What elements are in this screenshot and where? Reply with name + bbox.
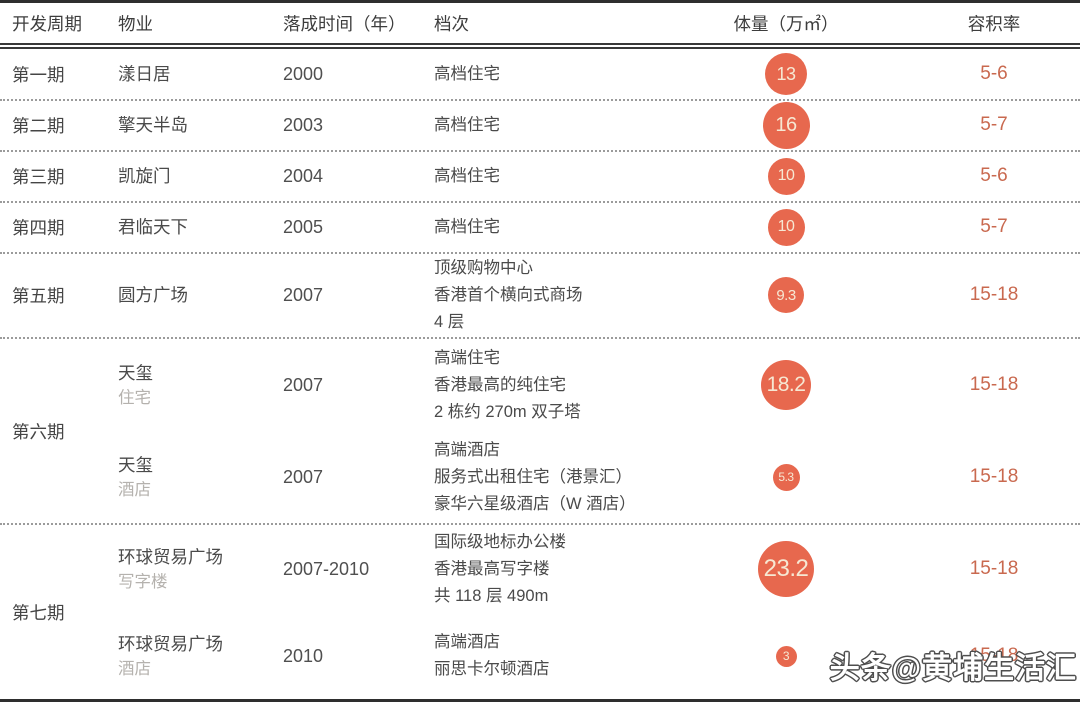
completion-year: 2007	[283, 284, 324, 305]
grade-line: 高端住宅	[434, 348, 500, 367]
plot-ratio: 15-18	[969, 645, 1019, 667]
header-double-rule	[0, 43, 1080, 50]
table-header-row: 开发周期 物业 落成时间（年） 档次 体量（万㎡） 容积率	[0, 3, 1080, 43]
volume-bubble: 9.3	[768, 277, 804, 314]
volume-bubble: 10	[767, 157, 805, 195]
plot-ratio: 5-6	[980, 63, 1008, 84]
volume-bubble: 3	[775, 645, 797, 667]
phase-label: 第五期	[12, 285, 65, 306]
phase-group: 第六期 天玺 住宅 2007 高端住宅 香港最高的纯住宅 2 栋约 270m 双…	[0, 339, 1080, 526]
header-property: 物业	[118, 13, 153, 34]
plot-ratio: 15-18	[969, 284, 1019, 306]
grade-line: 香港最高写字楼	[434, 559, 550, 578]
completion-year: 2007-2010	[283, 558, 370, 579]
property-name: 漾日居	[118, 64, 171, 84]
property-name: 天玺	[118, 455, 153, 476]
phase-label: 第四期	[12, 217, 65, 238]
header-ratio: 容积率	[967, 13, 1021, 34]
grade-line: 4 层	[434, 312, 465, 331]
grade-line: 高档住宅	[434, 166, 500, 185]
volume-bubble: 5.3	[772, 463, 800, 491]
grade-line: 2 栋约 270m 双子塔	[434, 402, 581, 421]
volume-bubble: 18.2	[761, 360, 811, 411]
plot-ratio: 5-7	[980, 216, 1008, 238]
property-sub-label: 酒店	[118, 481, 151, 500]
watermark-badge: 头条@黄埔生活汇	[829, 652, 1077, 685]
grade-line: 共 118 层 490m	[434, 586, 549, 605]
grade-line: 香港最高的纯住宅	[434, 375, 566, 394]
grade-line: 服务式出租住宅（港景汇）	[434, 467, 632, 486]
property-name: 擎天半岛	[118, 115, 188, 136]
plot-ratio: 15-18	[969, 374, 1019, 396]
completion-year: 2000	[283, 63, 324, 84]
grade-line: 顶级购物中心	[434, 258, 533, 277]
grade-line: 高档住宅	[434, 217, 500, 236]
plot-ratio: 5-6	[980, 165, 1008, 187]
property-sub-label: 住宅	[118, 389, 151, 408]
table-row: 天玺 住宅 2007 高端住宅 香港最高的纯住宅 2 栋约 270m 双子塔 1…	[118, 339, 1080, 431]
header-grade: 档次	[434, 13, 469, 34]
property-name: 环球贸易广场	[118, 547, 223, 568]
plot-ratio: 5-7	[980, 114, 1008, 136]
table-row: 第五期 圆方广场 2007 顶级购物中心 香港首个横向式商场 4 层 9.3 1…	[0, 254, 1080, 340]
volume-bubble: 10	[767, 208, 805, 246]
phase-label: 第六期	[12, 421, 65, 442]
grade-line: 高档住宅	[434, 64, 500, 83]
property-name: 君临天下	[118, 217, 188, 238]
grade-line: 高端酒店	[434, 440, 500, 459]
table-bottom-rule	[0, 699, 1080, 702]
completion-year: 2007	[283, 374, 324, 395]
table-row: 环球贸易广场 写字楼 2007-2010 国际级地标办公楼 香港最高写字楼 共 …	[118, 525, 1080, 613]
property-name: 天玺	[118, 363, 153, 384]
property-name: 环球贸易广场	[118, 634, 223, 655]
grade-line: 豪华六星级酒店（W 酒店）	[434, 494, 636, 513]
completion-year: 2005	[283, 216, 324, 237]
table-row: 第四期 君临天下 2005 高档住宅 10 5-7	[0, 203, 1080, 254]
volume-bubble: 13	[765, 53, 807, 95]
grade-line: 丽思卡尔顿酒店	[434, 660, 550, 679]
header-volume: 体量（万㎡）	[733, 13, 839, 34]
volume-bubble: 23.2	[758, 541, 814, 598]
phase-group: 第七期 环球贸易广场 写字楼 2007-2010 国际级地标办公楼 香港最高写字…	[0, 525, 1080, 699]
table-row: 天玺 酒店 2007 高端酒店 服务式出租住宅（港景汇） 豪华六星级酒店（W 酒…	[118, 431, 1080, 523]
property-name: 凯旋门	[118, 166, 171, 187]
table-row: 第二期 擎天半岛 2003 高档住宅 16 5-7	[0, 101, 1080, 152]
phase-label: 第三期	[12, 166, 65, 187]
header-year: 落成时间（年）	[283, 13, 406, 34]
completion-year: 2004	[283, 165, 324, 186]
property-name: 圆方广场	[118, 285, 188, 306]
table-row: 第三期 凯旋门 2004 高档住宅 10 5-6	[0, 152, 1080, 203]
header-phase: 开发周期	[12, 13, 82, 34]
completion-year: 2007	[283, 466, 324, 487]
table-top-rule	[0, 0, 1080, 3]
table-row: 第一期 漾日居 2000 高档住宅 13 5-6	[0, 49, 1080, 101]
grade-line: 高端酒店	[434, 633, 500, 652]
property-sub-label: 酒店	[118, 660, 151, 679]
grade-line: 国际级地标办公楼	[434, 532, 566, 551]
plot-ratio: 15-18	[969, 466, 1019, 488]
grade-line: 高档住宅	[434, 115, 500, 134]
completion-year: 2010	[283, 645, 324, 666]
property-sub-label: 写字楼	[118, 573, 168, 592]
volume-bubble: 16	[762, 101, 810, 149]
phase-label: 第二期	[12, 115, 65, 136]
plot-ratio: 15-18	[969, 558, 1019, 580]
phase-label: 第七期	[12, 602, 65, 623]
completion-year: 2003	[283, 114, 324, 135]
grade-line: 香港首个横向式商场	[434, 285, 583, 304]
table-row: 环球贸易广场 酒店 2010 高端酒店 丽思卡尔顿酒店 3 15-18	[118, 613, 1080, 699]
phase-label: 第一期	[12, 64, 65, 85]
